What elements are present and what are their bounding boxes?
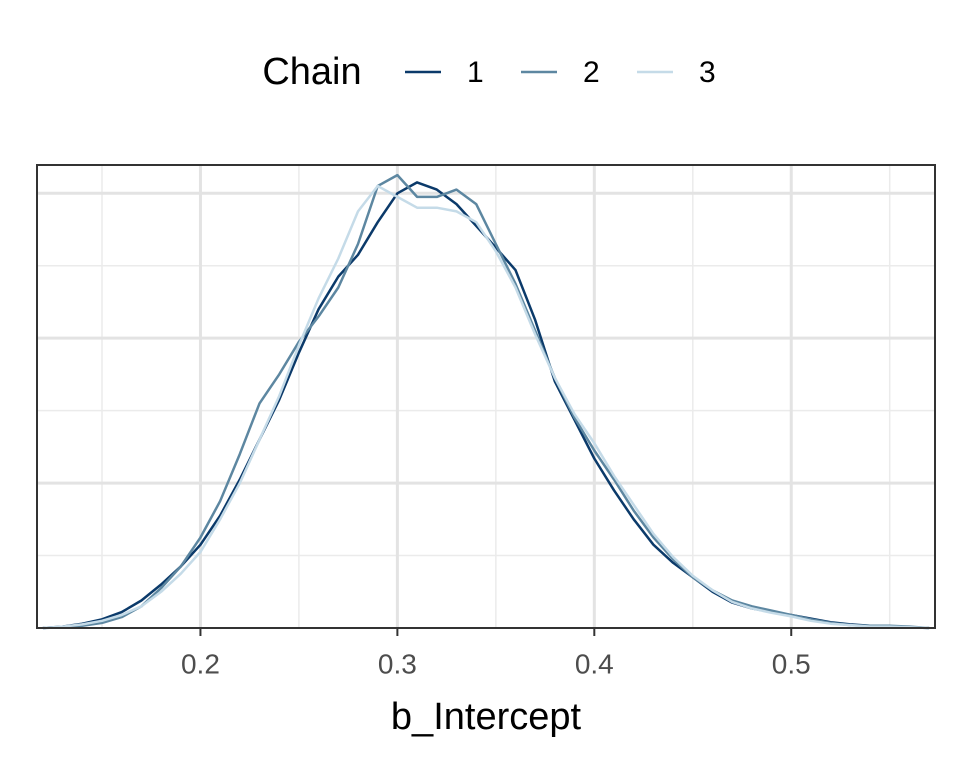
legend-label: 2 <box>583 56 600 89</box>
legend-label: 3 <box>699 56 716 89</box>
x-tick-label: 0.4 <box>575 648 614 679</box>
x-axis-title: b_Intercept <box>391 696 582 738</box>
lines <box>42 173 930 630</box>
legend-label: 1 <box>467 56 484 89</box>
x-axis: 0.2 0.3 0.4 0.5 <box>181 628 811 679</box>
x-tick-label: 0.2 <box>181 648 220 679</box>
x-tick-label: 0.5 <box>772 648 811 679</box>
density-line <box>42 184 930 630</box>
x-tick-label: 0.3 <box>378 648 417 679</box>
legend: 1 2 3 <box>405 56 716 89</box>
density-line <box>42 173 930 630</box>
legend-title: Chain <box>262 51 361 93</box>
panel-border <box>36 164 936 629</box>
